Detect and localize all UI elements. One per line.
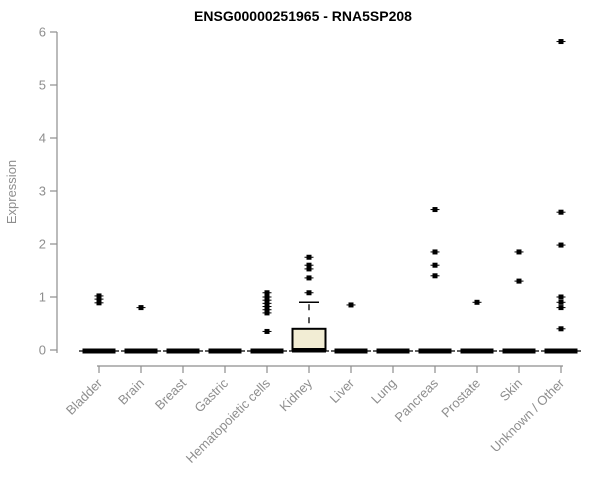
outlier-point [138, 305, 144, 311]
x-tick-label: Liver [327, 375, 358, 406]
outlier-point [516, 278, 522, 284]
y-tick-label: 1 [39, 290, 46, 305]
outlier-point [96, 296, 102, 302]
outlier-point [558, 294, 564, 300]
outlier-point [474, 299, 480, 305]
outlier-point [96, 300, 102, 306]
median-line [292, 348, 326, 353]
outlier-point [264, 290, 270, 296]
outlier-point [516, 249, 522, 255]
outlier-point [264, 307, 270, 313]
outlier-point [558, 242, 564, 248]
outlier-point [432, 262, 438, 268]
outlier-point [306, 290, 312, 296]
outlier-point [306, 262, 312, 268]
box [291, 327, 327, 351]
outlier-point [306, 275, 312, 281]
outlier-point [558, 39, 564, 45]
x-tick-label: Unknown / Other [488, 375, 568, 455]
outlier-point [264, 304, 270, 310]
x-tick-label: Lung [368, 376, 399, 407]
outlier-point [306, 254, 312, 260]
outlier-point [558, 299, 564, 305]
chart-title: ENSG00000251965 - RNA5SP208 [194, 8, 412, 24]
collapsed-box [460, 348, 494, 354]
collapsed-box [250, 348, 284, 354]
collapsed-box [82, 348, 116, 354]
x-tick-label: Prostate [438, 376, 483, 421]
outlier-point [432, 207, 438, 213]
y-tick-label: 4 [39, 131, 46, 146]
y-tick-label: 0 [39, 343, 46, 358]
y-tick-label: 6 [39, 25, 46, 40]
outlier-point [96, 293, 102, 299]
outlier-point [432, 273, 438, 279]
y-tick-label: 5 [39, 78, 46, 93]
x-tick-label: Skin [497, 376, 525, 404]
x-tick-label: Pancreas [392, 375, 442, 425]
y-tick-label: 2 [39, 237, 46, 252]
outlier-point [558, 305, 564, 311]
outlier-point [264, 297, 270, 303]
collapsed-box [166, 348, 200, 354]
collapsed-box [376, 348, 410, 354]
outlier-point [264, 294, 270, 300]
x-tick-label: Brain [115, 376, 147, 408]
x-tick-label: Bladder [63, 375, 106, 418]
x-tick-label: Breast [152, 375, 189, 412]
outlier-point [264, 310, 270, 316]
outlier-point [264, 300, 270, 306]
y-axis-title: Expression [4, 160, 19, 224]
collapsed-box [208, 348, 242, 354]
x-tick-label: Gastric [191, 375, 231, 415]
collapsed-box [334, 348, 368, 354]
outlier-point [306, 266, 312, 272]
collapsed-box [124, 348, 158, 354]
outlier-point [348, 302, 354, 308]
collapsed-box [418, 348, 452, 354]
outlier-point [264, 328, 270, 334]
y-tick-label: 3 [39, 184, 46, 199]
outlier-point [558, 326, 564, 332]
outlier-point [558, 209, 564, 215]
collapsed-box [502, 348, 536, 354]
outlier-point [432, 249, 438, 255]
collapsed-box [544, 348, 578, 354]
x-tick-label: Kidney [276, 375, 315, 414]
